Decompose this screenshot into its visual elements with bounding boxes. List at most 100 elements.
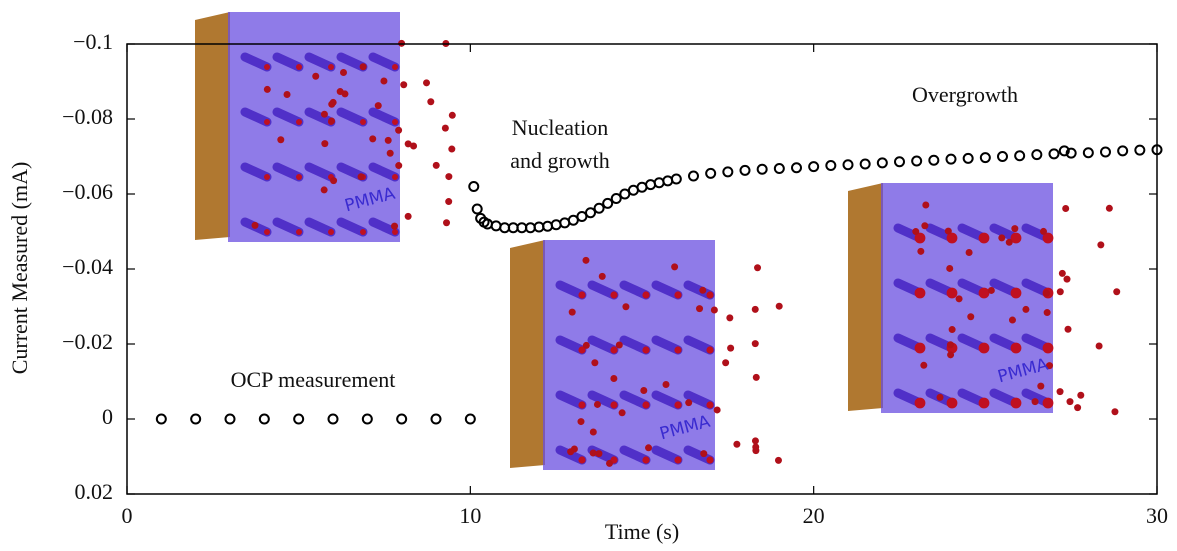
inset-particle — [642, 291, 650, 299]
inset-particle — [1010, 397, 1022, 409]
inset: PMMA — [848, 183, 1121, 416]
inset-particle — [700, 450, 708, 458]
data-point — [1100, 146, 1111, 158]
inset-particle — [948, 326, 956, 334]
inset-particle — [642, 456, 650, 464]
inset-particle — [283, 91, 291, 99]
x-tick-label: 30 — [1146, 503, 1168, 528]
data-point — [361, 413, 373, 425]
inset-particle — [1074, 404, 1082, 412]
inset-particle — [1056, 288, 1064, 296]
inset-particle — [1056, 388, 1064, 396]
inset-rod — [683, 390, 715, 410]
inset-rod — [651, 280, 683, 300]
inset-particle — [674, 346, 682, 354]
x-tick-label: 10 — [459, 503, 481, 528]
inset-particle — [369, 135, 377, 143]
inset-particle — [946, 287, 958, 299]
inset-particle — [328, 229, 334, 235]
inset-rod — [619, 390, 651, 410]
data-point — [1134, 144, 1146, 156]
inset-particle — [912, 228, 920, 236]
inset-rod — [587, 390, 619, 410]
data-point — [1117, 145, 1129, 157]
inset-particle — [922, 201, 930, 209]
data-point — [791, 162, 802, 174]
inset-particle — [1010, 232, 1022, 244]
inset-particle — [775, 302, 783, 310]
inset-particle — [391, 222, 399, 230]
data-point — [722, 166, 734, 178]
inset-particle — [445, 198, 453, 206]
inset-rod — [651, 335, 683, 355]
inset-rod — [555, 335, 587, 355]
data-point — [894, 156, 905, 168]
inset-particle — [340, 69, 348, 77]
inset-particle — [1011, 225, 1019, 233]
y-tick-label: 0 — [102, 404, 113, 429]
inset-particle — [710, 306, 718, 314]
inset-rod — [587, 280, 619, 300]
inset-particle — [296, 229, 302, 235]
inset-particle — [359, 63, 367, 71]
inset-particle — [441, 124, 449, 132]
inset-rod — [619, 445, 651, 465]
data-point — [645, 179, 657, 191]
inset-particle — [1005, 238, 1013, 246]
inset-particle — [360, 119, 366, 125]
data-point — [155, 413, 167, 425]
data-point — [490, 220, 502, 232]
inset-particle — [395, 162, 403, 170]
inset-particle — [595, 450, 603, 458]
inset-rod — [619, 280, 651, 300]
inset-particle — [944, 227, 952, 235]
inset-rod — [304, 162, 336, 182]
inset-particle — [1064, 325, 1072, 333]
inset-particle — [1111, 408, 1119, 416]
inset-particle — [384, 136, 392, 144]
data-point — [928, 154, 940, 166]
data-point — [1048, 148, 1060, 160]
data-point — [945, 153, 957, 165]
inset-particle — [947, 351, 955, 359]
inset-particle — [395, 126, 403, 134]
inset-rod — [304, 217, 336, 237]
inset-particle — [1010, 342, 1022, 354]
inset-particle — [448, 111, 456, 119]
inset-particle — [1095, 342, 1103, 350]
inset-rod — [555, 390, 587, 410]
inset-rod — [304, 107, 336, 127]
inset-particle — [917, 247, 925, 255]
inset: PMMA — [195, 12, 456, 242]
data-point — [1014, 150, 1026, 162]
inset-particle — [1043, 289, 1051, 297]
data-point — [468, 181, 480, 192]
inset-particle — [752, 373, 760, 381]
data-point — [258, 413, 270, 425]
inset-particle — [1043, 309, 1051, 317]
inset-particle — [589, 428, 597, 436]
inset-particle — [392, 64, 398, 70]
y-tick-label: 0.02 — [75, 479, 114, 504]
data-point — [396, 413, 408, 425]
inset-particle — [751, 437, 759, 445]
y-tick-label: −0.02 — [62, 329, 113, 354]
inset-particle — [582, 341, 590, 349]
inset-particle — [914, 232, 926, 244]
inset-particle — [606, 459, 614, 467]
inset-particle — [713, 406, 721, 414]
inset-substrate — [848, 183, 883, 411]
inset-particle — [1008, 316, 1016, 324]
inset-particle — [1045, 362, 1053, 370]
inset-particle — [330, 177, 338, 185]
data-point — [619, 188, 631, 200]
data-point — [670, 173, 682, 185]
inset-particle — [320, 186, 328, 194]
inset-particle — [955, 295, 963, 303]
inset-rod — [368, 162, 400, 182]
inset-particle — [320, 110, 328, 118]
inset-particle — [674, 291, 682, 299]
inset-particle — [264, 119, 270, 125]
data-point — [1031, 149, 1043, 161]
data-point — [585, 207, 596, 219]
